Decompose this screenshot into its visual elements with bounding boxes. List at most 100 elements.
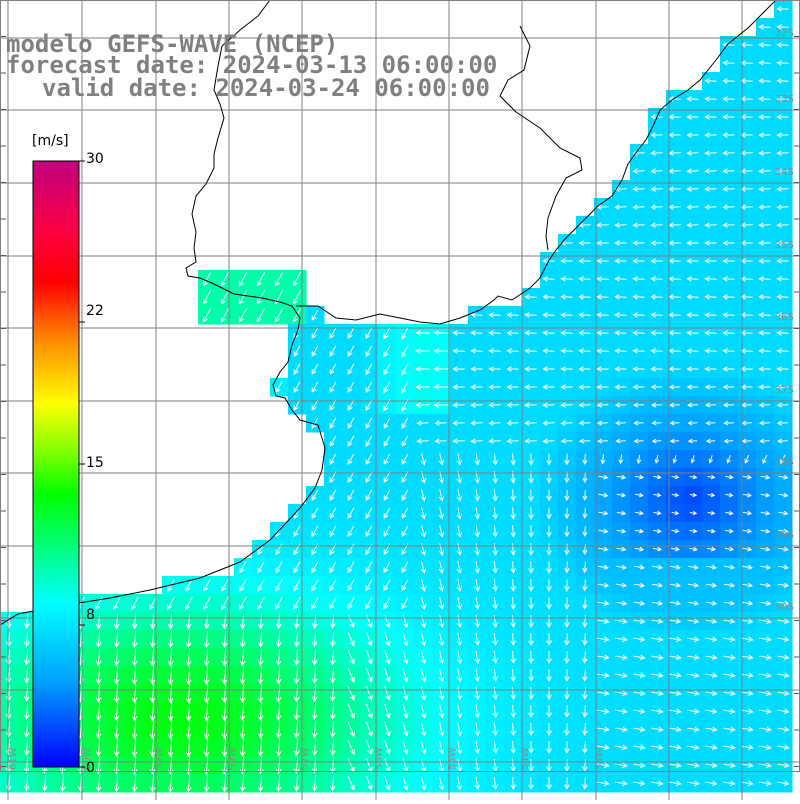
wind-arrow	[686, 276, 699, 282]
wind-arrow	[203, 630, 210, 649]
wind-arrow	[528, 722, 534, 737]
wind-arrow	[723, 780, 736, 786]
wind-arrow	[722, 294, 735, 300]
wind-arrow	[597, 600, 610, 606]
wind-arrow	[741, 690, 754, 696]
wind-arrow	[723, 582, 736, 588]
wind-arrow	[365, 327, 373, 340]
colorbar	[32, 160, 80, 768]
wind-arrow	[686, 96, 699, 102]
wind-arrow	[614, 402, 627, 408]
wind-arrow	[23, 775, 30, 792]
wind-arrow	[614, 384, 627, 390]
wind-arrow	[560, 366, 573, 372]
wind-arrow	[597, 780, 610, 787]
wind-arrow	[474, 614, 481, 629]
wind-arrow	[506, 384, 519, 390]
wind-arrow	[777, 600, 790, 606]
wind-arrow	[401, 525, 409, 538]
wind-arrow	[651, 636, 664, 642]
wind-arrow	[365, 721, 373, 737]
wind-arrow	[347, 327, 355, 339]
wind-arrow	[383, 561, 391, 574]
wind-arrow	[546, 615, 552, 628]
wind-arrow	[564, 633, 570, 646]
wind-arrow	[740, 294, 753, 300]
wind-arrow	[633, 600, 646, 606]
wind-arrow	[741, 636, 754, 642]
wind-arrow	[722, 222, 735, 228]
wind-arrow	[492, 704, 499, 719]
wind-arrow	[257, 648, 264, 667]
wind-arrow	[759, 726, 772, 732]
wind-arrow	[420, 525, 427, 538]
wind-arrow	[474, 686, 481, 701]
wind-arrow	[420, 596, 427, 611]
wind-arrow	[402, 704, 409, 719]
wind-arrow	[578, 294, 591, 300]
wind-arrow	[293, 345, 301, 358]
wind-arrow	[384, 721, 391, 737]
wind-arrow	[311, 399, 319, 411]
wind-arrow	[311, 507, 319, 520]
wind-arrow	[650, 240, 663, 246]
wind-arrow	[582, 759, 588, 772]
wind-arrow	[704, 384, 717, 390]
wind-arrow	[329, 363, 337, 375]
wind-arrow	[275, 774, 282, 793]
wind-arrow	[758, 366, 771, 372]
border-line	[221, 0, 583, 251]
wind-arrow	[582, 705, 588, 718]
wind-arrow	[722, 60, 735, 66]
wind-arrow	[669, 636, 682, 642]
wind-arrow	[470, 330, 483, 336]
wind-arrow	[669, 780, 682, 786]
wind-arrow	[474, 776, 481, 791]
wind-arrow	[705, 600, 718, 606]
wind-arrow	[384, 740, 391, 755]
wind-arrow	[560, 402, 573, 408]
wind-arrow	[23, 614, 30, 629]
wind-arrow	[705, 420, 716, 426]
wind-arrow	[597, 672, 610, 679]
wind-arrow	[723, 636, 736, 642]
wind-arrow	[740, 78, 753, 84]
wind-arrow	[542, 366, 555, 372]
wind-arrow	[202, 308, 212, 323]
wind-arrow	[402, 776, 409, 791]
wind-arrow	[292, 290, 302, 305]
wind-arrow	[239, 683, 246, 704]
wind-arrow	[474, 579, 481, 592]
wind-arrow	[582, 472, 588, 483]
wind-arrow	[438, 686, 445, 701]
wind-arrow	[402, 632, 409, 647]
wind-arrow	[722, 384, 735, 390]
wind-arrow	[474, 507, 480, 520]
wind-arrow	[614, 258, 627, 264]
wind-arrow	[311, 525, 319, 538]
wind-arrow	[777, 654, 790, 660]
wind-arrow	[597, 582, 610, 588]
wind-arrow	[686, 330, 699, 336]
wind-arrow	[687, 762, 700, 768]
wind-arrow	[433, 384, 448, 390]
wind-arrow	[510, 543, 516, 556]
wind-arrow	[578, 384, 591, 390]
wind-arrow	[598, 546, 609, 552]
wind-arrow	[311, 775, 318, 792]
wind-arrow	[257, 596, 265, 611]
wind-arrow	[488, 366, 501, 372]
wind-arrow	[239, 648, 246, 667]
wind-arrow	[669, 726, 682, 732]
wind-arrow	[492, 597, 498, 610]
wind-arrow	[203, 596, 211, 611]
wind-arrow	[238, 272, 248, 287]
wind-arrow	[347, 650, 355, 665]
wind-arrow	[704, 114, 717, 120]
wind-arrow	[597, 744, 610, 751]
wind-arrow	[257, 719, 264, 740]
wind-arrow	[740, 276, 753, 282]
wind-arrow	[546, 525, 552, 538]
wind-arrow	[329, 720, 336, 739]
wind-arrow	[311, 489, 319, 502]
